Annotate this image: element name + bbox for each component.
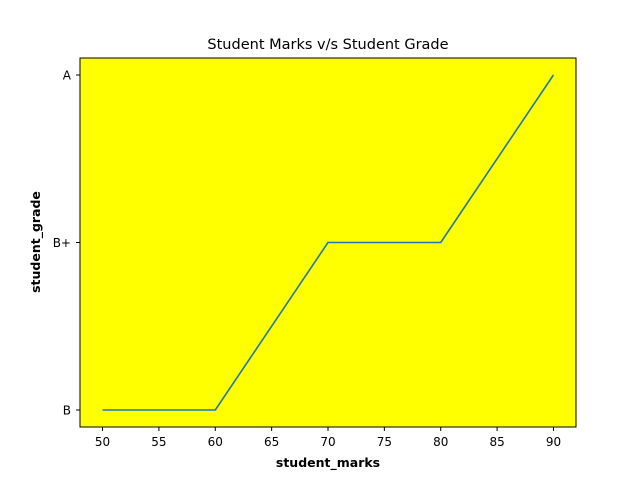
x-tick-label: 65 [264,435,279,449]
x-axis-label: student_marks [276,455,380,471]
x-tick-label: 90 [546,435,561,449]
y-axis-label: student_grade [28,191,44,293]
x-axis-ticks: 50 55 60 65 70 75 80 85 90 [95,427,561,449]
plot-frame [79,57,577,428]
x-tick-label: 55 [151,435,166,449]
x-tick-label: 60 [208,435,223,449]
x-tick-label: 85 [489,435,504,449]
x-tick-label: 70 [320,435,335,449]
chart-title: Student Marks v/s Student Grade [207,37,448,53]
x-tick-label: 80 [433,435,448,449]
plot-marks [102,74,555,411]
y-axis-ticks: B B+ A [53,69,80,418]
x-tick-label: 50 [95,435,110,449]
y-tick-label: A [63,69,72,83]
y-tick-label: B+ [53,236,71,250]
y-tick-label: B [63,404,71,418]
x-tick-label: 75 [377,435,392,449]
